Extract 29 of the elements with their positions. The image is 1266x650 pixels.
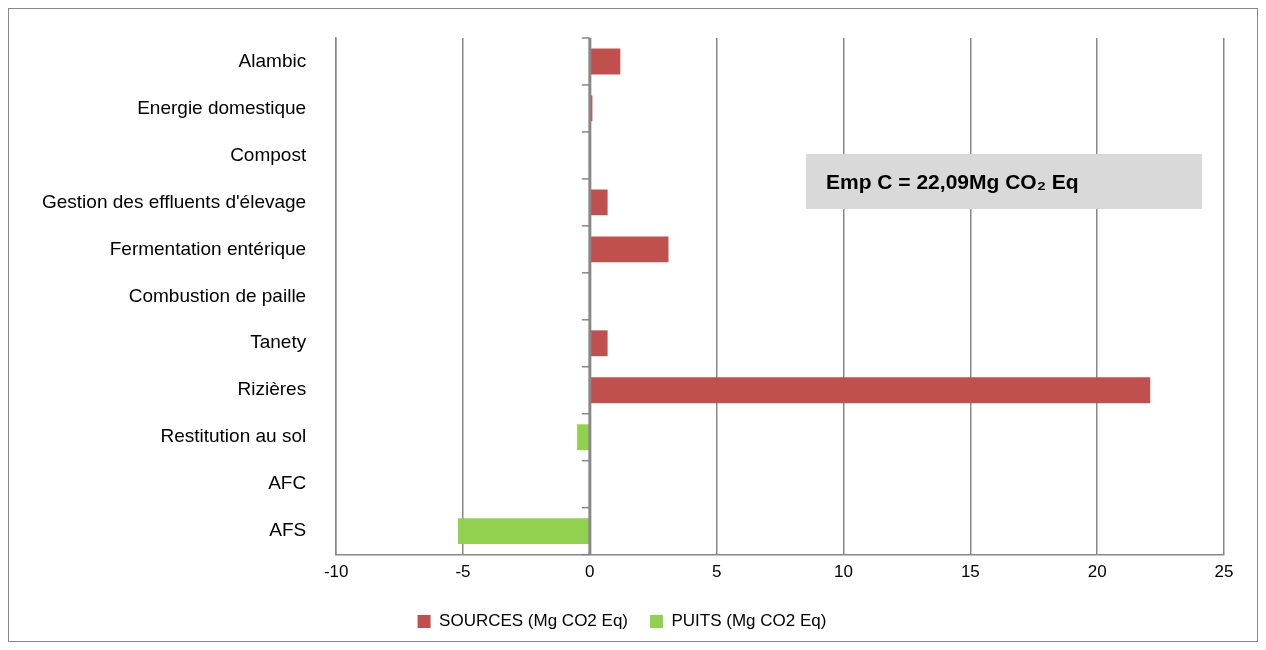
bar (590, 48, 621, 75)
y-tick-label: Restitution au sol (160, 425, 307, 447)
x-tick-label: 20 (1087, 562, 1107, 582)
y-tick-label: Tanety (250, 331, 307, 353)
bar (590, 377, 1151, 404)
bar (590, 189, 608, 216)
x-tick-label: 15 (960, 562, 980, 582)
bar (590, 330, 608, 357)
note-box: Emp C = 22,09Mg CO₂ Eq (806, 154, 1202, 209)
y-tick-label: Gestion des effluents d'élevage (41, 190, 307, 212)
y-tick-label: Energie domestique (137, 96, 307, 118)
y-tick-label: Combustion de paille (128, 284, 307, 306)
y-tick-label: Rizières (237, 378, 307, 400)
x-tick-label: -5 (455, 562, 471, 582)
y-tick-label: Alambic (238, 49, 307, 71)
x-tick-label: -10 (323, 562, 349, 582)
bar (577, 424, 590, 451)
bar (590, 236, 669, 263)
x-tick-label: 10 (834, 562, 853, 582)
y-tick-label: Compost (230, 143, 307, 165)
x-tick-label: 5 (711, 562, 722, 582)
x-tick-label: 0 (585, 562, 595, 582)
legend-label: SOURCES (Mg CO2 Eq) (439, 611, 629, 631)
y-tick-label: Fermentation entérique (109, 237, 307, 259)
legend-label: PUITS (Mg CO2 Eq) (671, 611, 827, 631)
y-tick-label: AFC (268, 472, 307, 494)
x-tick-label: 25 (1214, 562, 1234, 582)
y-tick-label: AFS (269, 519, 307, 541)
bar (457, 518, 590, 545)
